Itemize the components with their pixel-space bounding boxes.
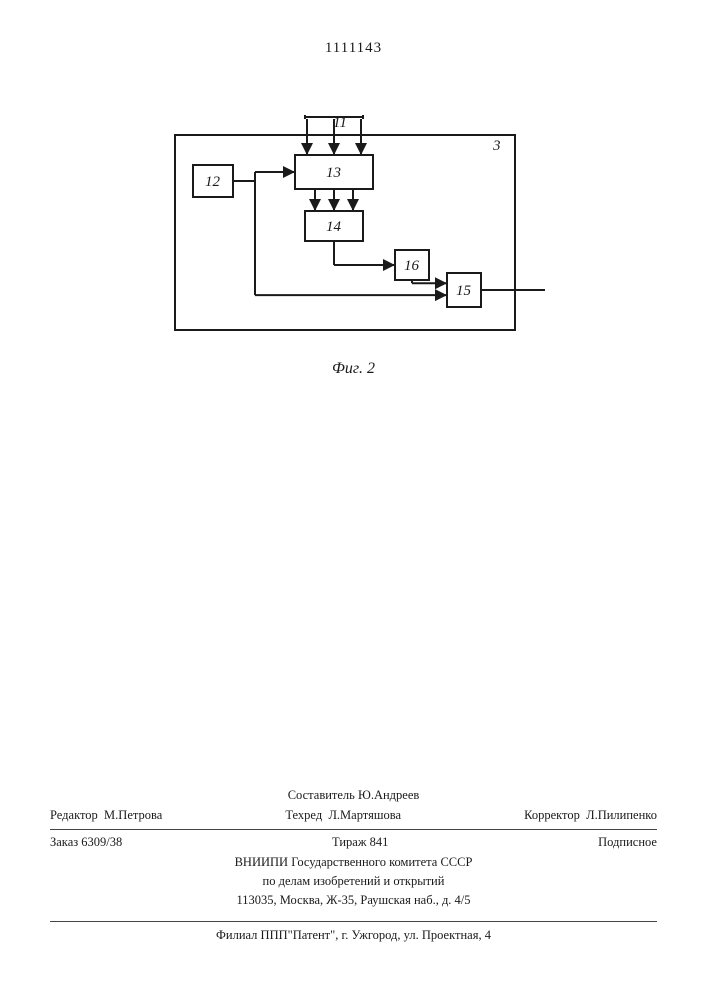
org-line-1: ВНИИПИ Государственного комитета СССР xyxy=(50,853,657,872)
rule-1 xyxy=(50,829,657,830)
branch-line: Филиал ППП"Патент", г. Ужгород, ул. Прое… xyxy=(50,921,657,945)
compiler-name: Ю.Андреев xyxy=(358,788,419,802)
order-number: Заказ 6309/38 xyxy=(50,833,122,852)
org-line-2: по делам изобретений и открытий xyxy=(50,872,657,891)
compiler-label: Составитель xyxy=(288,788,355,802)
diagram-svg: 3 12 13 14 16 15 11 xyxy=(145,115,545,355)
svg-text:14: 14 xyxy=(326,219,342,235)
document-number: 1111143 xyxy=(0,40,707,57)
footer-block: Составитель Ю.Андреев Редактор М.Петрова… xyxy=(50,786,657,945)
tirazh: Тираж 841 xyxy=(332,833,388,852)
svg-text:13: 13 xyxy=(326,165,341,181)
svg-text:3: 3 xyxy=(492,138,501,154)
tech-editor: Техред Л.Мартяшова xyxy=(285,806,401,825)
editor: Редактор М.Петрова xyxy=(50,806,162,825)
block-diagram: 3 12 13 14 16 15 11 xyxy=(145,115,545,355)
svg-text:11: 11 xyxy=(333,115,347,131)
credits-row: Редактор М.Петрова Техред Л.Мартяшова Ко… xyxy=(50,806,657,825)
address-line: 113035, Москва, Ж-35, Раушская наб., д. … xyxy=(50,891,657,910)
page: 1111143 3 12 13 14 16 15 11 Фиг. 2 Составитель… xyxy=(0,0,707,1000)
svg-text:15: 15 xyxy=(456,283,472,299)
corrector: Корректор Л.Пилипенко xyxy=(524,806,657,825)
compiler-line: Составитель Ю.Андреев xyxy=(50,786,657,805)
figure-caption: Фиг. 2 xyxy=(0,360,707,378)
podpisnoe: Подписное xyxy=(598,833,657,852)
svg-text:12: 12 xyxy=(205,174,221,190)
svg-text:16: 16 xyxy=(404,258,420,274)
print-row: Заказ 6309/38 Тираж 841 Подписное xyxy=(50,833,657,852)
